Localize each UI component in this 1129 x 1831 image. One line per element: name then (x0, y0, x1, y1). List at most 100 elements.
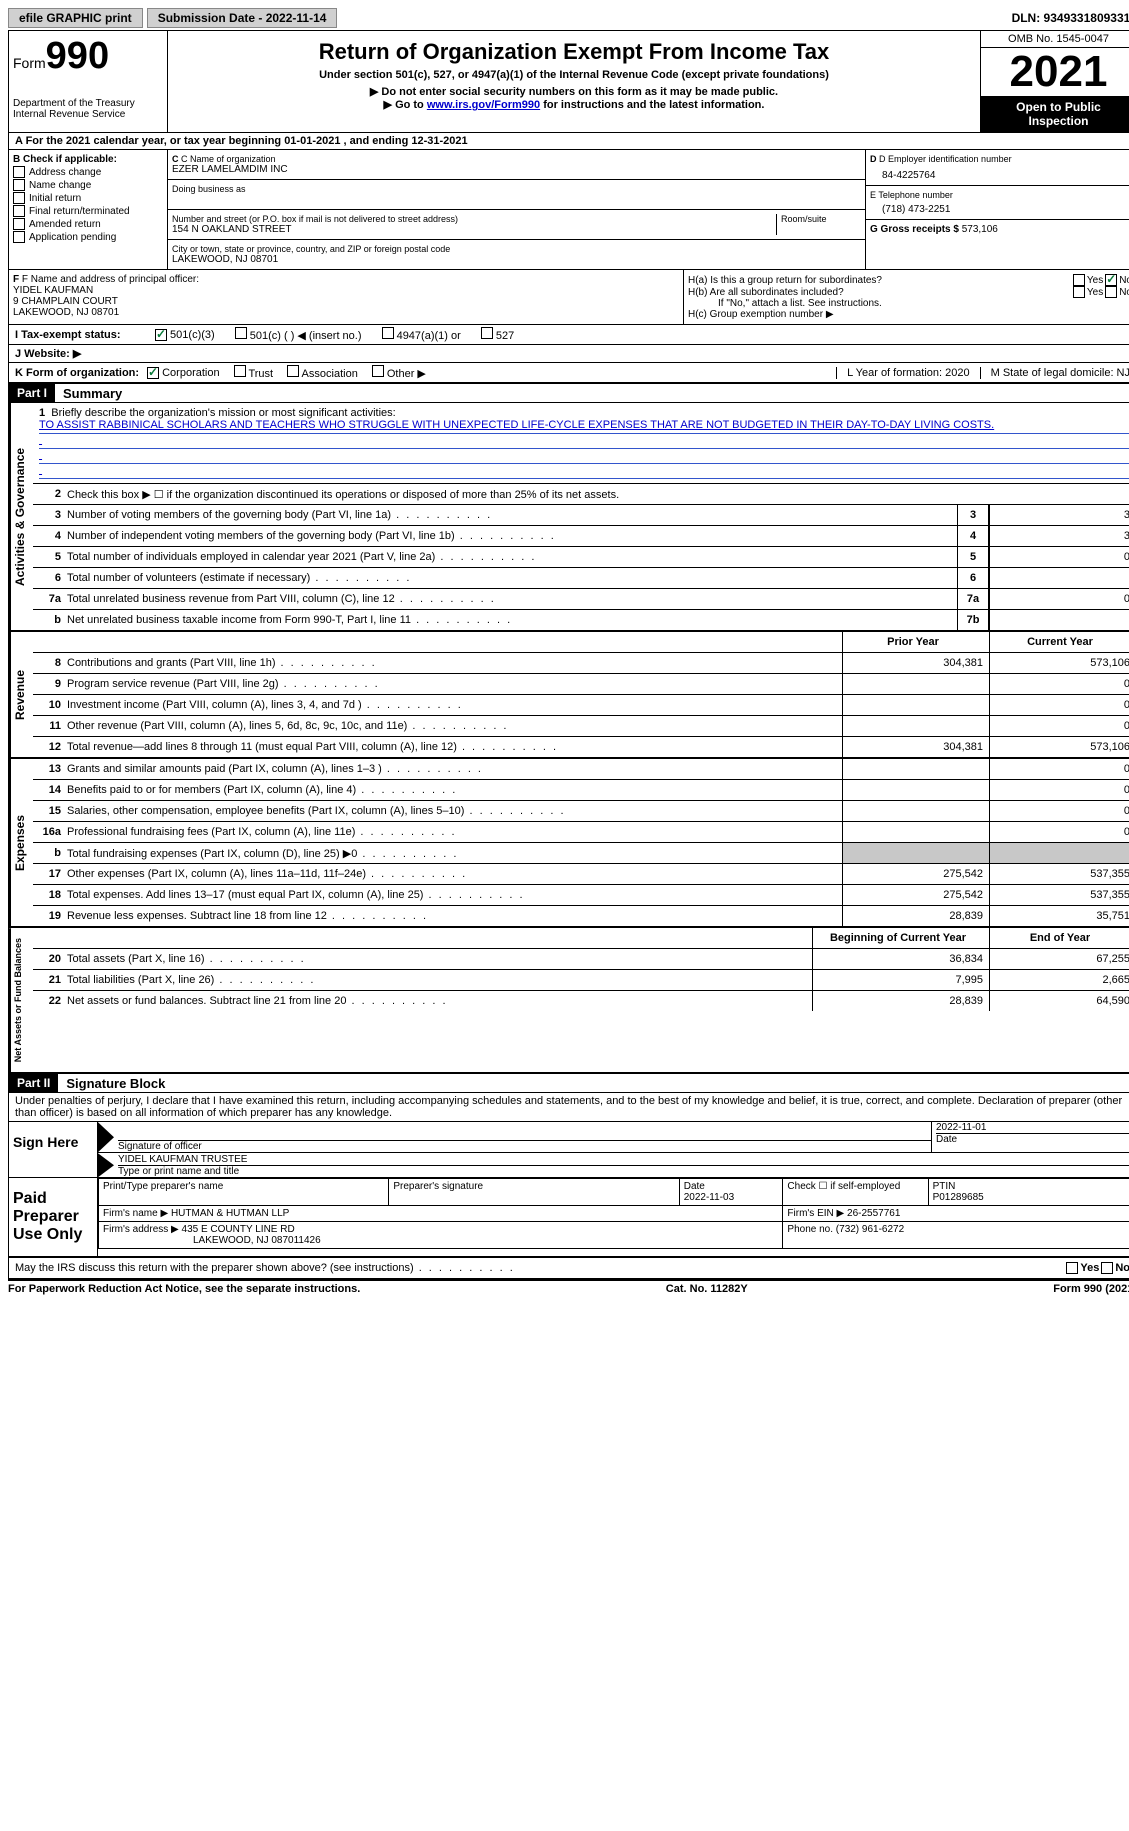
tax-status-option: 501(c) ( ) ◀ (insert no.) (235, 327, 362, 342)
arrow-icon-2 (98, 1153, 114, 1177)
line-number: 11 (33, 720, 67, 732)
discuss-no-checkbox[interactable] (1101, 1262, 1113, 1274)
officer-street: 9 CHAMPLAIN COURT (13, 296, 679, 307)
line-number: 7a (33, 593, 67, 605)
header-center: Return of Organization Exempt From Incom… (168, 31, 980, 132)
current-value: 0 (989, 822, 1129, 842)
org-form-checkbox[interactable] (287, 365, 299, 377)
summary-line: 15Salaries, other compensation, employee… (33, 801, 1129, 822)
line-text: Number of independent voting members of … (67, 528, 957, 544)
prior-value: 275,542 (842, 885, 989, 905)
hb-no-checkbox[interactable] (1105, 286, 1117, 298)
footer: For Paperwork Reduction Act Notice, see … (8, 1281, 1129, 1297)
part1-header: Part I Summary (9, 384, 1129, 403)
line-number: 8 (33, 657, 67, 669)
vert-netassets: Net Assets or Fund Balances (9, 928, 33, 1072)
checkbox-label: Name change (29, 180, 91, 191)
org-form-checkbox[interactable] (234, 365, 246, 377)
line-text: Total revenue—add lines 8 through 11 (mu… (67, 739, 842, 755)
checkbox-label: Final return/terminated (29, 206, 130, 217)
street-value: 154 N OAKLAND STREET (172, 224, 772, 235)
line-text: Salaries, other compensation, employee b… (67, 803, 842, 819)
tax-status-checkbox[interactable] (155, 329, 167, 341)
yes-label-2: Yes (1087, 287, 1103, 298)
current-value: 0 (989, 674, 1129, 694)
year-formation: L Year of formation: 2020 (836, 367, 980, 379)
line-text: Professional fundraising fees (Part IX, … (67, 824, 842, 840)
line-number: b (33, 614, 67, 626)
ha-yes-checkbox[interactable] (1073, 274, 1085, 286)
prep-date-label: Date (684, 1181, 705, 1192)
submission-date-button[interactable]: Submission Date - 2022-11-14 (147, 8, 338, 28)
vert-revenue: Revenue (9, 632, 33, 757)
beg-header: Beginning of Current Year (812, 928, 989, 948)
summary-line: 9Program service revenue (Part VIII, lin… (33, 674, 1129, 695)
form-title: Return of Organization Exempt From Incom… (172, 39, 976, 65)
applicable-checkbox[interactable] (13, 205, 25, 217)
instruction-2: ▶ Go to www.irs.gov/Form990 for instruct… (172, 98, 976, 111)
summary-line: 10Investment income (Part VIII, column (… (33, 695, 1129, 716)
line-box: 7b (957, 610, 989, 630)
applicable-checkbox[interactable] (13, 218, 25, 230)
summary-line: 5Total number of individuals employed in… (33, 547, 1129, 568)
tax-status-checkbox[interactable] (235, 327, 247, 339)
org-form-checkbox[interactable] (372, 365, 384, 377)
org-form-checkbox[interactable] (147, 367, 159, 379)
current-value: 0 (989, 695, 1129, 715)
line-number: 5 (33, 551, 67, 563)
discuss-yes-checkbox[interactable] (1066, 1262, 1078, 1274)
org-form-option: Corporation (147, 367, 220, 379)
part1-title: Summary (63, 386, 122, 401)
line-text: Contributions and grants (Part VIII, lin… (67, 655, 842, 671)
prior-value: 28,839 (842, 906, 989, 926)
row-j-label: J Website: ▶ (15, 347, 81, 360)
efile-button[interactable]: efile GRAPHIC print (8, 8, 143, 28)
summary-line: 20Total assets (Part X, line 16)36,83467… (33, 949, 1129, 970)
preparer-table: Print/Type preparer's name Preparer's si… (98, 1178, 1129, 1249)
instr2-pre: ▶ Go to (384, 99, 427, 111)
applicable-checkbox[interactable] (13, 166, 25, 178)
current-value: 0 (989, 716, 1129, 736)
irs-link[interactable]: www.irs.gov/Form990 (427, 99, 540, 111)
paid-preparer-label: Paid Preparer Use Only (9, 1178, 98, 1256)
summary-line: 21Total liabilities (Part X, line 26)7,9… (33, 970, 1129, 991)
firm-addr: 435 E COUNTY LINE RD (182, 1224, 295, 1235)
applicable-checkbox[interactable] (13, 231, 25, 243)
summary-line: 17Other expenses (Part IX, column (A), l… (33, 864, 1129, 885)
line-text: Revenue less expenses. Subtract line 18 … (67, 908, 842, 924)
prior-value: 7,995 (812, 970, 989, 990)
summary-line: 22Net assets or fund balances. Subtract … (33, 991, 1129, 1011)
prior-value: 28,839 (812, 991, 989, 1011)
line-text: Total assets (Part X, line 16) (67, 951, 812, 967)
applicable-checkbox[interactable] (13, 179, 25, 191)
block-activities: Activities & Governance 1 Briefly descri… (9, 403, 1129, 632)
applicable-checkbox[interactable] (13, 192, 25, 204)
firm-ein: 26-2557761 (847, 1208, 900, 1219)
line-value: 3 (989, 505, 1129, 525)
prep-sig-label: Preparer's signature (393, 1181, 483, 1192)
tax-status-checkbox[interactable] (481, 327, 493, 339)
prior-value (842, 716, 989, 736)
no-label-2: No (1119, 287, 1129, 298)
hb-yes-checkbox[interactable] (1073, 286, 1085, 298)
form-container: Form990 Department of the Treasury Inter… (8, 30, 1129, 1281)
tax-status-option: 527 (481, 327, 514, 342)
ha-no-checkbox[interactable] (1105, 274, 1117, 286)
phone-label: E Telephone number (870, 190, 1129, 200)
row-i: I Tax-exempt status: 501(c)(3) 501(c) ( … (9, 325, 1129, 345)
footer-right: Form 990 (2021) (1053, 1283, 1129, 1295)
tax-status-checkbox[interactable] (382, 327, 394, 339)
current-value: 573,106 (989, 653, 1129, 673)
row-k: K Form of organization: Corporation Trus… (9, 363, 1129, 384)
ein-value: 84-4225764 (870, 164, 1129, 181)
checkbox-line: Final return/terminated (13, 205, 163, 217)
firm-phone: (732) 961-6272 (836, 1224, 904, 1235)
tax-year: 2021 (981, 48, 1129, 96)
header-row: Form990 Department of the Treasury Inter… (9, 31, 1129, 133)
sig-officer-label: Signature of officer (118, 1140, 931, 1152)
block-expenses: Expenses 13Grants and similar amounts pa… (9, 759, 1129, 928)
type-label: Type or print name and title (118, 1165, 1129, 1177)
line-text: Grants and similar amounts paid (Part IX… (67, 761, 842, 777)
col-c: C C Name of organization EZER LAMELAMDIM… (168, 150, 866, 269)
no-label: No (1119, 275, 1129, 286)
